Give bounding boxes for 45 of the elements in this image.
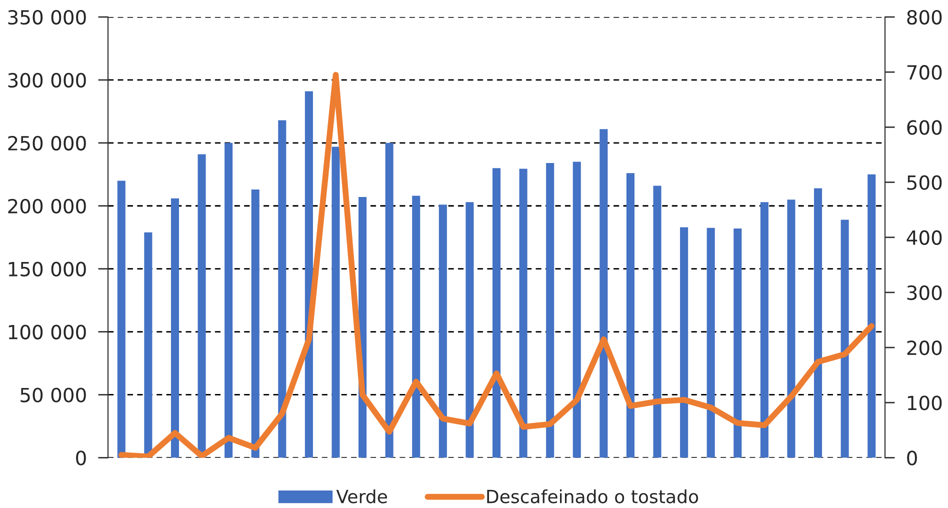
bar	[385, 142, 394, 458]
y2-tick-label: 800	[907, 10, 942, 25]
y-tick-label: 150 000	[8, 262, 86, 276]
bar	[734, 228, 742, 458]
y-tick-label: 250 000	[8, 136, 86, 151]
y2-tick-label: 400	[906, 230, 942, 246]
y2-tick-label: 700	[907, 65, 942, 80]
bar	[680, 227, 688, 458]
bar	[840, 220, 849, 458]
bar	[814, 188, 822, 458]
bar	[572, 162, 581, 458]
y-tick-label: 0	[76, 450, 86, 466]
bar	[117, 180, 126, 458]
bar	[412, 196, 420, 458]
bar	[492, 168, 501, 458]
bar	[198, 154, 206, 458]
y2-tick-label: 200	[907, 340, 942, 356]
bar	[787, 200, 796, 458]
bar	[519, 168, 528, 458]
y-tick-label: 100 000	[8, 324, 86, 340]
y-tick-label: 300 000	[8, 72, 86, 88]
bar	[546, 163, 554, 458]
bar	[600, 129, 608, 458]
bar	[438, 204, 447, 458]
bar	[278, 120, 286, 458]
bar	[706, 228, 715, 458]
y-tick-label: 50 000	[20, 388, 86, 402]
y2-tick-label: 0	[907, 450, 917, 466]
bar	[224, 142, 233, 458]
y2-tick-label: 600	[907, 120, 942, 135]
bar	[868, 174, 876, 458]
y-tick-label: 350 000	[8, 10, 86, 25]
bar	[626, 173, 634, 458]
legend-label: Verde	[336, 489, 387, 504]
y2-tick-label: 500	[907, 175, 942, 190]
y-tick-label: 200 000	[8, 198, 86, 214]
y2-tick-label: 300	[907, 285, 942, 300]
bar	[332, 146, 340, 458]
legend-label: Descafeinado o tostado	[487, 489, 698, 504]
bar	[251, 190, 260, 458]
y2-tick-label: 100	[908, 396, 942, 410]
bar	[653, 186, 662, 458]
bar	[760, 202, 768, 458]
bar	[466, 202, 474, 458]
bar	[170, 198, 179, 458]
